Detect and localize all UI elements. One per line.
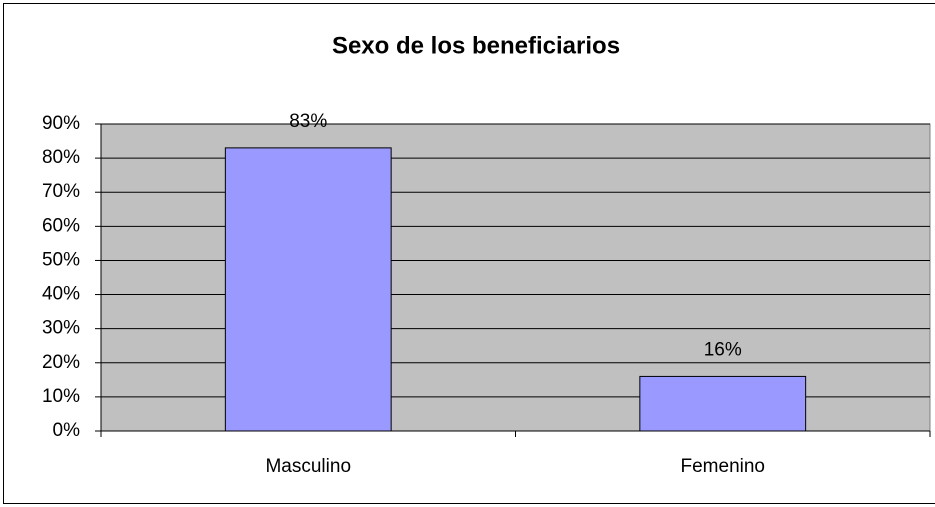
y-tick-label: 40% [42,284,80,305]
y-tick-label: 70% [42,181,80,202]
y-tick-label: 10% [42,386,80,407]
chart-title: Sexo de los beneficiarios [332,32,620,59]
y-tick-label: 60% [42,215,80,236]
y-tick-label: 80% [42,147,80,168]
y-tick-label: 30% [42,318,80,339]
x-tick-label: Masculino [265,456,351,477]
y-tick-label: 50% [42,249,80,270]
y-tick-label: 0% [53,420,81,441]
data-label: 83% [289,111,327,132]
x-tick-label: Femenino [681,456,766,477]
y-tick-label: 90% [42,113,80,134]
y-tick-label: 20% [42,352,80,373]
bar [639,375,807,432]
bar [224,147,392,432]
data-label: 16% [704,339,742,360]
